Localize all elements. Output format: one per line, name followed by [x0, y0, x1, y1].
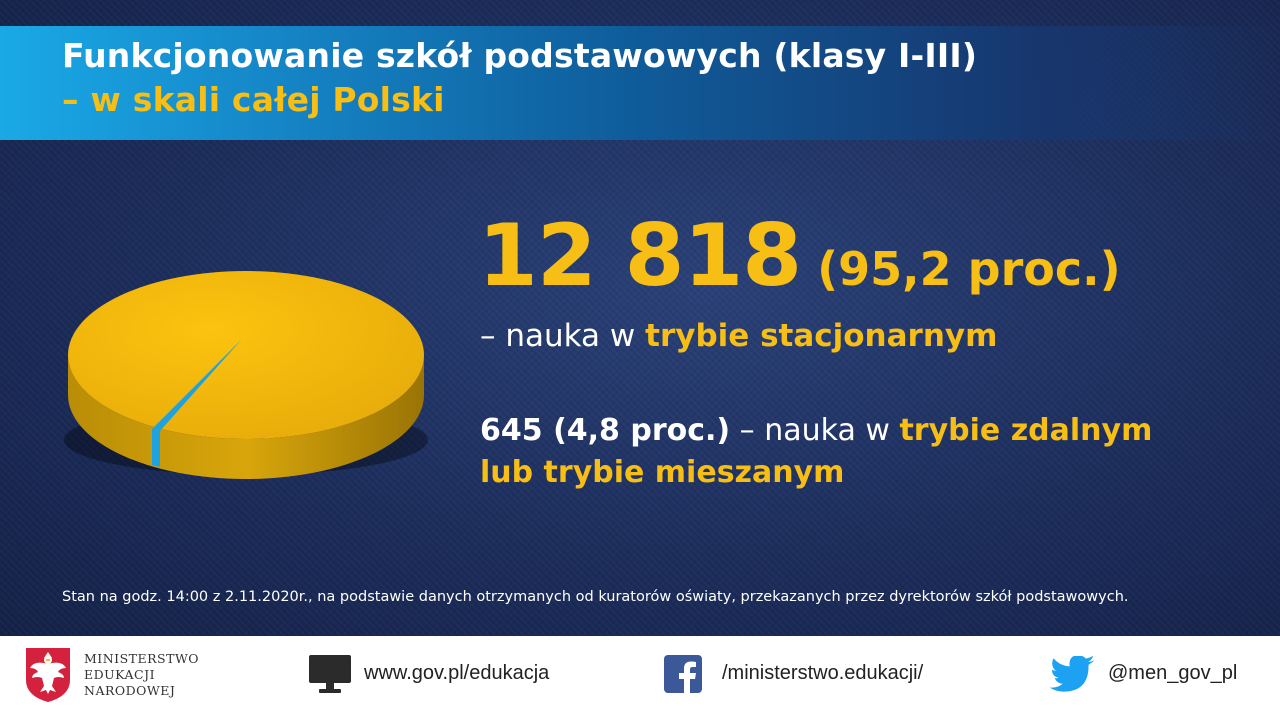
remote-label-1: trybie zdalnym — [899, 413, 1153, 448]
eagle-emblem-icon — [26, 648, 70, 702]
ministry-line-1: MINISTERSTWO — [84, 651, 200, 666]
header-band — [0, 26, 1280, 140]
website-link[interactable]: www.gov.pl/edukacja — [364, 662, 550, 684]
title-line-2: – w skali całej Polski — [62, 80, 445, 119]
stationary-prefix: – nauka w — [480, 318, 646, 354]
twitter-link[interactable]: @men_gov_pl — [1108, 662, 1238, 684]
source-note: Stan na godz. 14:00 z 2.11.2020r., na po… — [62, 589, 1129, 605]
remote-value: 645 (4,8 proc.) — [480, 413, 731, 448]
twitter-icon — [1050, 656, 1095, 692]
facebook-link[interactable]: /ministerstwo.edukacji/ — [722, 662, 924, 684]
remote-middle: – nauka w — [730, 413, 900, 448]
page-title: Funkcjonowanie szkół podstawowych (klasy… — [62, 34, 977, 122]
stationary-count: 12 818 — [478, 206, 802, 306]
pie-side-remote-slice — [152, 429, 160, 467]
pie-slice-stationary — [68, 271, 424, 439]
remote-label-2: lub trybie mieszanym — [480, 455, 845, 490]
stationary-label: trybie stacjonarnym — [645, 318, 998, 354]
stationary-figure: 12 818 (95,2 proc.) — [478, 206, 1121, 306]
monitor-icon — [309, 655, 351, 693]
title-line-1: Funkcjonowanie szkół podstawowych (klasy… — [62, 36, 978, 75]
main-panel: Funkcjonowanie szkół podstawowych (klasy… — [0, 0, 1280, 636]
ministry-name: MINISTERSTWO EDUKACJI NARODOWEJ — [84, 651, 199, 699]
remote-description: 645 (4,8 proc.) – nauka w trybie zdalnym… — [480, 410, 1152, 494]
ministry-line-2: EDUKACJI — [84, 667, 156, 682]
pie-slice-remote — [152, 339, 242, 431]
ministry-line-3: NARODOWEJ — [84, 683, 176, 698]
stationary-description: – nauka w trybie stacjonarnym — [480, 318, 997, 354]
stationary-percent: (95,2 proc.) — [817, 242, 1121, 296]
pie-chart — [64, 271, 428, 479]
facebook-icon — [664, 655, 702, 693]
